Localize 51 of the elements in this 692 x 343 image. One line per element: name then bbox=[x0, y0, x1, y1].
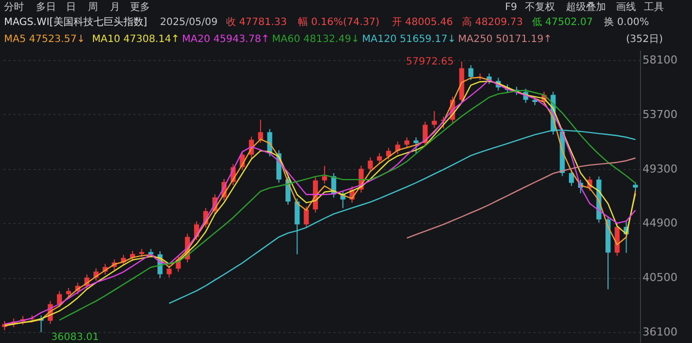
candlestick bbox=[166, 265, 172, 278]
candlestick bbox=[404, 136, 410, 148]
text: 低 47502.07 bbox=[532, 17, 593, 28]
candlestick bbox=[432, 110, 437, 128]
y-tick-label: 49300 bbox=[642, 162, 678, 176]
text: 日 bbox=[66, 2, 76, 13]
candlestick bbox=[395, 141, 400, 154]
chart-title: MAGS.WI[美国科技七巨头指数] bbox=[4, 16, 148, 28]
annotation: 57972.65 bbox=[406, 56, 454, 68]
text: MA10 47308.14↑ bbox=[92, 34, 180, 45]
text: 工具 bbox=[644, 2, 664, 13]
y-tick-label: 44900 bbox=[642, 216, 678, 230]
candlestick bbox=[66, 287, 72, 298]
text: 幅 0.16%(74.37) bbox=[298, 16, 380, 28]
text: F9 bbox=[505, 2, 518, 13]
text: 多日 bbox=[36, 1, 56, 13]
text: 开 48005.46 bbox=[392, 17, 453, 28]
candlestick bbox=[386, 147, 392, 160]
candlestick bbox=[294, 198, 300, 255]
annotation: 36083.01 bbox=[51, 332, 99, 343]
text: MA250 50171.19↑ bbox=[458, 34, 552, 45]
text: (352日) bbox=[626, 34, 663, 45]
y-tick-label: 53700 bbox=[642, 108, 678, 121]
candlestick bbox=[258, 119, 264, 144]
text: 画线 bbox=[616, 1, 636, 13]
candlestick bbox=[56, 290, 62, 308]
text: 周 bbox=[88, 2, 98, 13]
text: 收 47781.33 bbox=[226, 17, 287, 28]
text: MA20 45943.78↑ bbox=[182, 34, 270, 45]
candlestick bbox=[368, 157, 373, 172]
candlestick bbox=[376, 152, 382, 164]
candlestick bbox=[322, 165, 328, 184]
line-series bbox=[406, 157, 636, 239]
y-tick-label: 58100 bbox=[642, 53, 678, 66]
y-tick-label: 36100 bbox=[642, 325, 678, 338]
candlestick bbox=[568, 169, 574, 186]
text: 不复权 bbox=[525, 1, 555, 13]
text: 更多 bbox=[130, 1, 150, 13]
candlestick bbox=[304, 206, 309, 228]
text: 分时 bbox=[4, 1, 24, 13]
y-tick-label: 40500 bbox=[642, 271, 678, 284]
text: 2025/05/09 bbox=[160, 17, 218, 28]
text: MA120 51659.17↓ bbox=[362, 34, 456, 45]
text: 月 bbox=[110, 2, 120, 13]
text: MA5 47523.57↓ bbox=[4, 34, 86, 45]
candlestick bbox=[468, 64, 474, 80]
text: 换 0.00% bbox=[604, 16, 649, 28]
text: 高 48209.73 bbox=[462, 16, 523, 28]
text: MA60 48132.49↓ bbox=[272, 34, 360, 45]
text: 超级叠加 bbox=[566, 1, 606, 13]
candlestick bbox=[414, 136, 418, 154]
